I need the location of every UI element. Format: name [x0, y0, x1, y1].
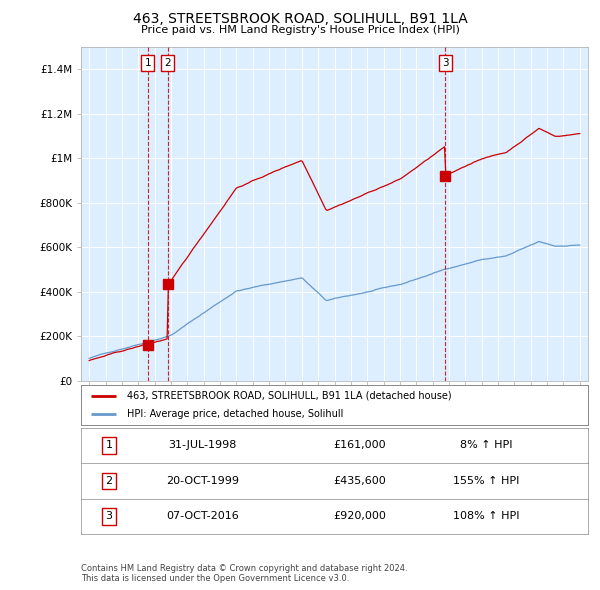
Text: 2: 2: [106, 476, 112, 486]
Text: HPI: Average price, detached house, Solihull: HPI: Average price, detached house, Soli…: [127, 408, 343, 418]
Text: 463, STREETSBROOK ROAD, SOLIHULL, B91 1LA (detached house): 463, STREETSBROOK ROAD, SOLIHULL, B91 1L…: [127, 391, 451, 401]
Text: 8% ↑ HPI: 8% ↑ HPI: [460, 441, 513, 450]
Text: 1: 1: [106, 441, 112, 450]
Text: £435,600: £435,600: [334, 476, 386, 486]
Text: £920,000: £920,000: [334, 512, 386, 521]
Text: 155% ↑ HPI: 155% ↑ HPI: [454, 476, 520, 486]
Text: 3: 3: [442, 58, 449, 68]
Text: Price paid vs. HM Land Registry's House Price Index (HPI): Price paid vs. HM Land Registry's House …: [140, 25, 460, 35]
Text: £161,000: £161,000: [334, 441, 386, 450]
Text: 2: 2: [164, 58, 171, 68]
Bar: [167, 47, 169, 381]
Text: Contains HM Land Registry data © Crown copyright and database right 2024.
This d: Contains HM Land Registry data © Crown c…: [81, 563, 407, 583]
Text: 108% ↑ HPI: 108% ↑ HPI: [454, 512, 520, 521]
Text: 31-JUL-1998: 31-JUL-1998: [169, 441, 237, 450]
Text: 463, STREETSBROOK ROAD, SOLIHULL, B91 1LA: 463, STREETSBROOK ROAD, SOLIHULL, B91 1L…: [133, 12, 467, 26]
Text: 07-OCT-2016: 07-OCT-2016: [166, 512, 239, 521]
Text: 3: 3: [106, 512, 112, 521]
Text: 20-OCT-1999: 20-OCT-1999: [166, 476, 239, 486]
Text: 1: 1: [145, 58, 151, 68]
